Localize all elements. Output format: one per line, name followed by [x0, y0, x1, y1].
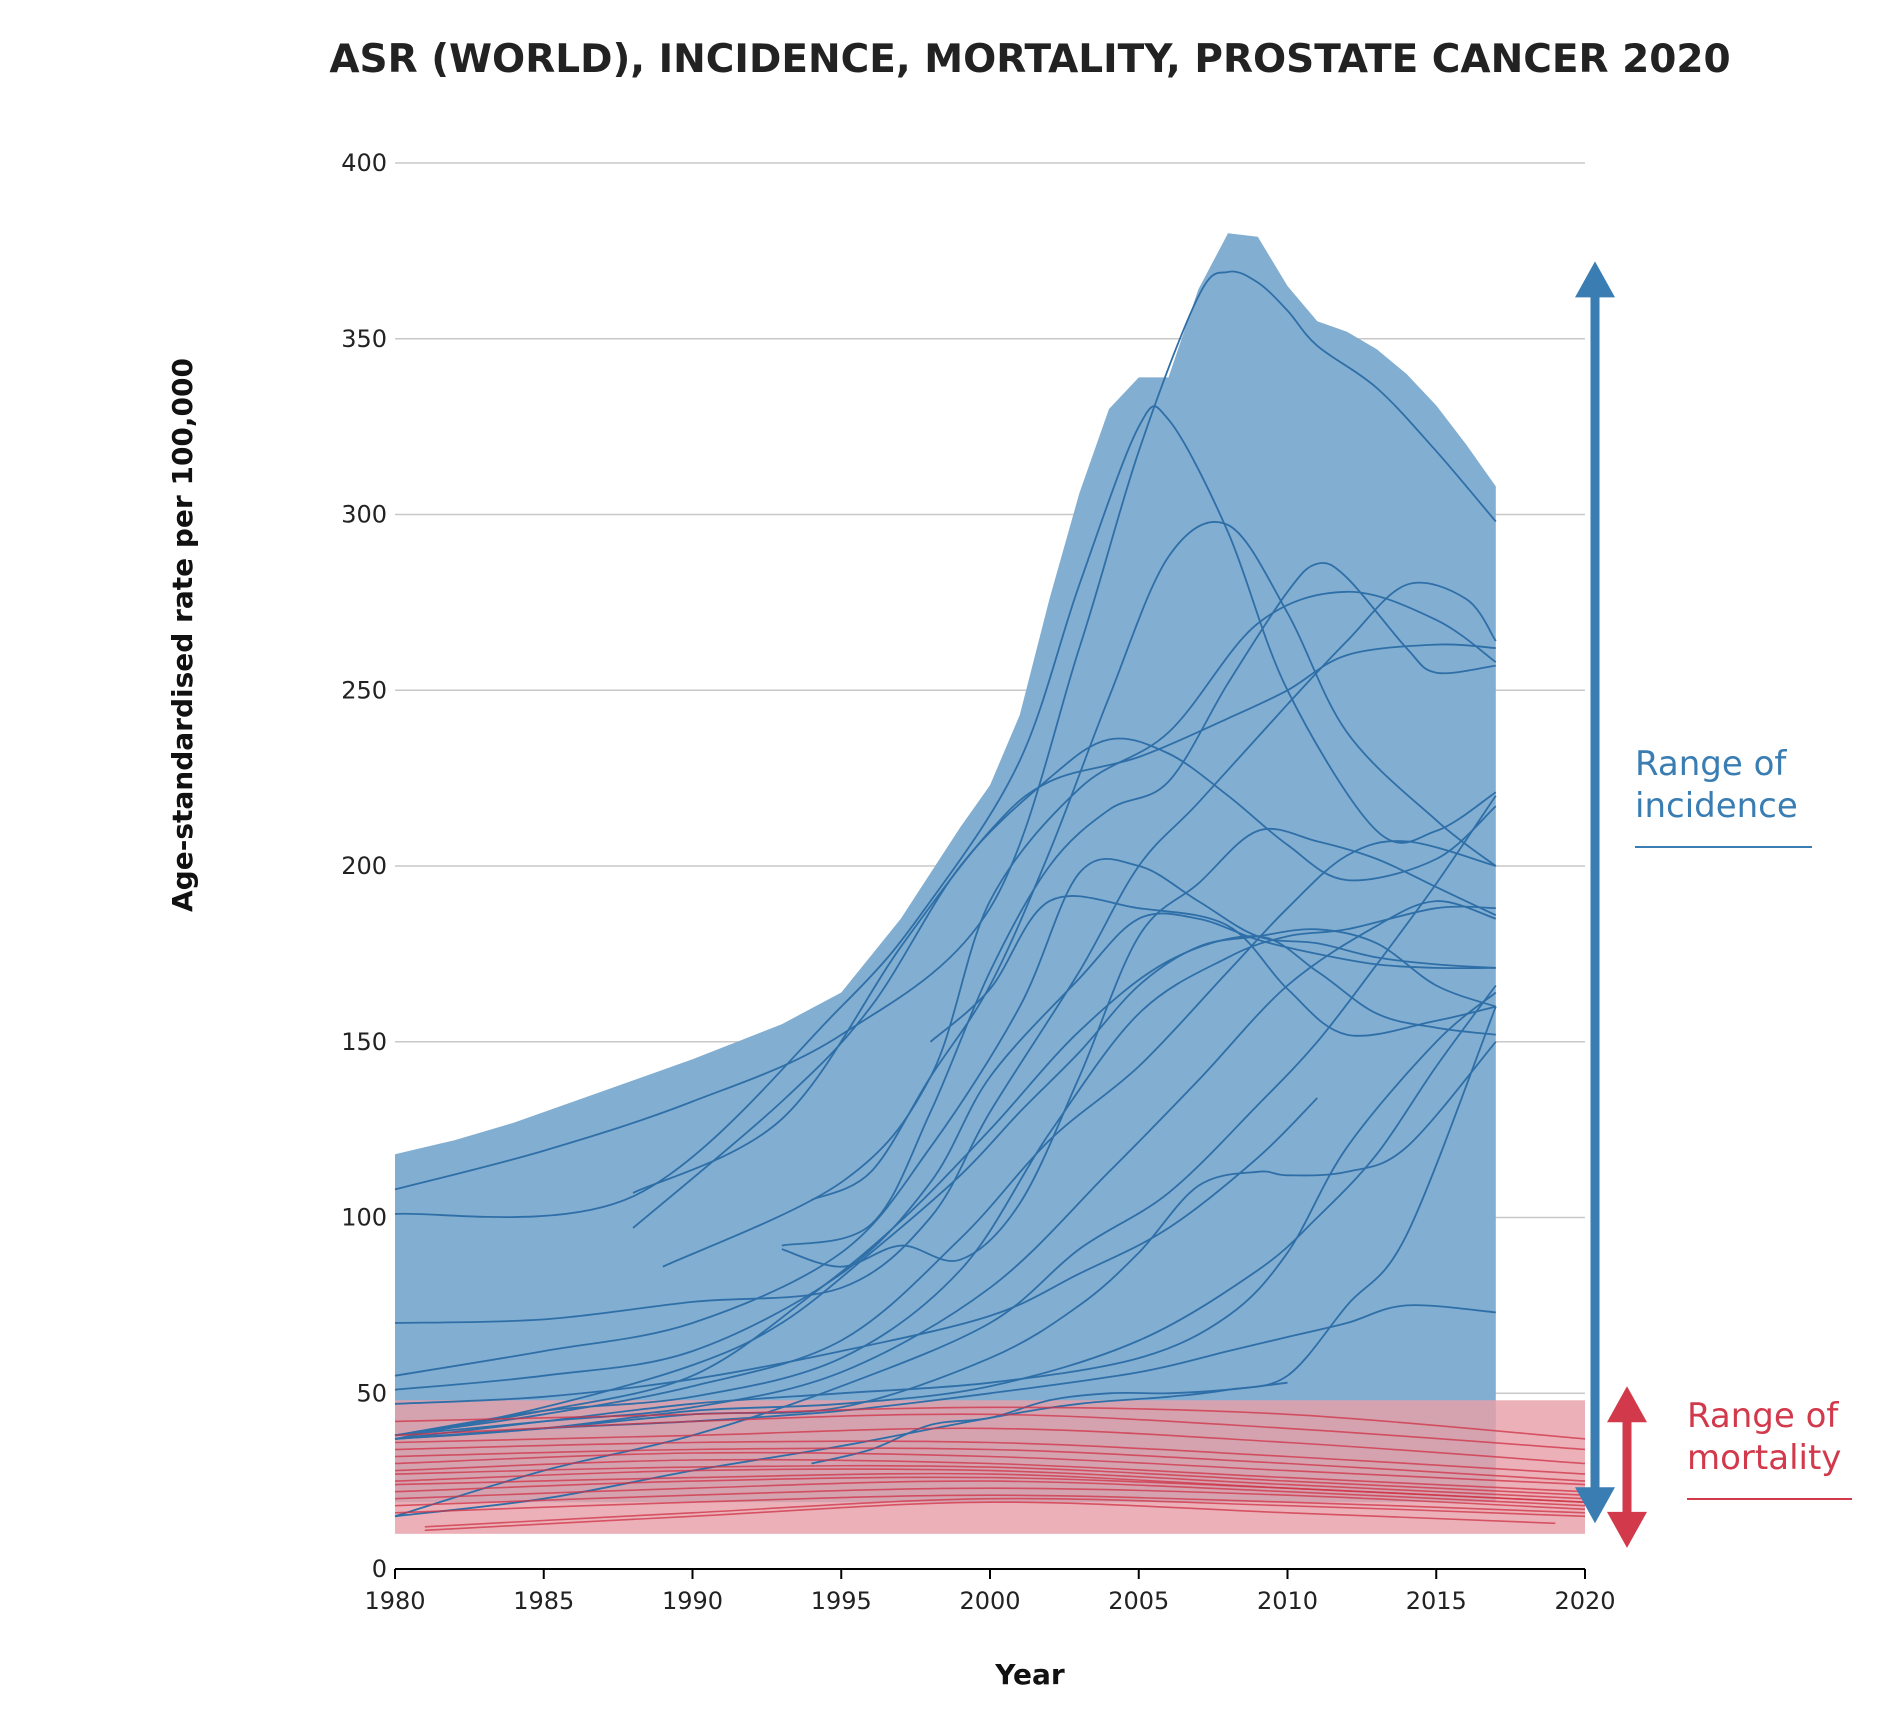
mortality-line-12 — [394, 1480, 1586, 1507]
y-tick-label-0: 0 — [372, 1555, 387, 1583]
mortality-line-9 — [394, 1468, 1586, 1500]
mortality-arrow-head-down — [1607, 1511, 1647, 1548]
mortality-line-14 — [394, 1494, 1586, 1514]
mortality-line-13 — [394, 1487, 1586, 1510]
y-tick-label-200: 200 — [341, 852, 387, 880]
y-tick-label-300: 300 — [341, 501, 387, 529]
mortality-range-label-line2: mortality — [1687, 1438, 1841, 1478]
incidence-line-4 — [781, 562, 1496, 1247]
incidence-line-12 — [929, 895, 1497, 1043]
incidence-range-area — [395, 233, 1496, 1503]
mortality-line-2 — [394, 1413, 1586, 1451]
mortality-line-11 — [394, 1476, 1586, 1503]
mortality-arrow-head-up — [1607, 1386, 1647, 1423]
x-tick-label-1985: 1985 — [513, 1587, 574, 1615]
mortality-line-5 — [394, 1447, 1586, 1482]
incidence-line-5 — [394, 581, 1497, 1324]
mortality-range-label-line1: Range of — [1687, 1396, 1839, 1436]
mortality-line-16 — [424, 1501, 1556, 1532]
x-axis-title: Year — [994, 1658, 1065, 1691]
mortality-line-7 — [394, 1458, 1586, 1493]
incidence-line-9 — [662, 590, 1497, 1268]
x-tick-label-1995: 1995 — [811, 1587, 872, 1615]
mortality-line-8 — [394, 1464, 1586, 1496]
incidence-range-label-line2: incidence — [1635, 786, 1798, 826]
incidence-line-1 — [394, 270, 1497, 1191]
y-axis-title: Age-standardised rate per 100,000 — [166, 358, 199, 912]
x-tick-label-2015: 2015 — [1406, 1587, 1467, 1615]
incidence-line-8 — [394, 858, 1496, 1377]
x-tick-label-2020: 2020 — [1554, 1587, 1615, 1615]
mortality-line-3 — [394, 1427, 1586, 1465]
incidence-line-15 — [394, 840, 1497, 1437]
chart-title: ASR (WORLD), INCIDENCE, MORTALITY, PROST… — [329, 37, 1730, 82]
incidence-line-6 — [632, 643, 1496, 1194]
incidence-line-20 — [394, 991, 1497, 1440]
incidence-line-21 — [394, 1041, 1497, 1440]
incidence-line-7 — [632, 737, 1497, 1229]
incidence-line-14 — [394, 905, 1496, 1437]
incidence-line-17 — [394, 795, 1497, 1518]
x-tick-label-1980: 1980 — [364, 1587, 425, 1615]
mortality-line-1 — [394, 1406, 1586, 1440]
x-tick-label-1990: 1990 — [662, 1587, 723, 1615]
incidence-line-10 — [394, 912, 1496, 1391]
incidence-line-2 — [394, 405, 1497, 1218]
y-tick-label-150: 150 — [341, 1028, 387, 1056]
incidence-lines-layer — [394, 270, 1497, 1518]
y-tick-label-350: 350 — [341, 325, 387, 353]
incidence-band-layer — [395, 233, 1496, 1503]
incidence-range-label-line1: Range of — [1635, 744, 1787, 784]
x-tick-label-2005: 2005 — [1108, 1587, 1169, 1615]
mortality-line-15 — [424, 1497, 1586, 1528]
incidence-arrow-head-down — [1575, 1487, 1615, 1524]
incidence-arrow-head-up — [1575, 261, 1615, 298]
range-annotations: Range of incidence Range of mortality — [1575, 261, 1852, 1548]
incidence-line-18 — [781, 827, 1497, 1268]
axis-ticks: 1980 1985 1990 1995 2000 2005 2010 2015 2020 0 50 1… — [341, 149, 1615, 1615]
incidence-line-25 — [811, 1381, 1288, 1465]
mortality-line-6 — [394, 1451, 1586, 1486]
mortality-line-4 — [394, 1440, 1586, 1475]
x-tick-label-2000: 2000 — [959, 1587, 1020, 1615]
y-tick-label-100: 100 — [341, 1204, 387, 1232]
x-tick-label-2010: 2010 — [1257, 1587, 1318, 1615]
incidence-line-19 — [394, 1097, 1318, 1405]
mortality-lines-layer — [394, 1406, 1586, 1532]
y-tick-label-250: 250 — [341, 676, 387, 704]
incidence-line-23 — [394, 984, 1497, 1440]
y-tick-label-50: 50 — [356, 1379, 387, 1407]
incidence-line-22 — [394, 1006, 1497, 1518]
incidence-line-13 — [394, 935, 1496, 1437]
y-tick-label-400: 400 — [341, 149, 387, 177]
